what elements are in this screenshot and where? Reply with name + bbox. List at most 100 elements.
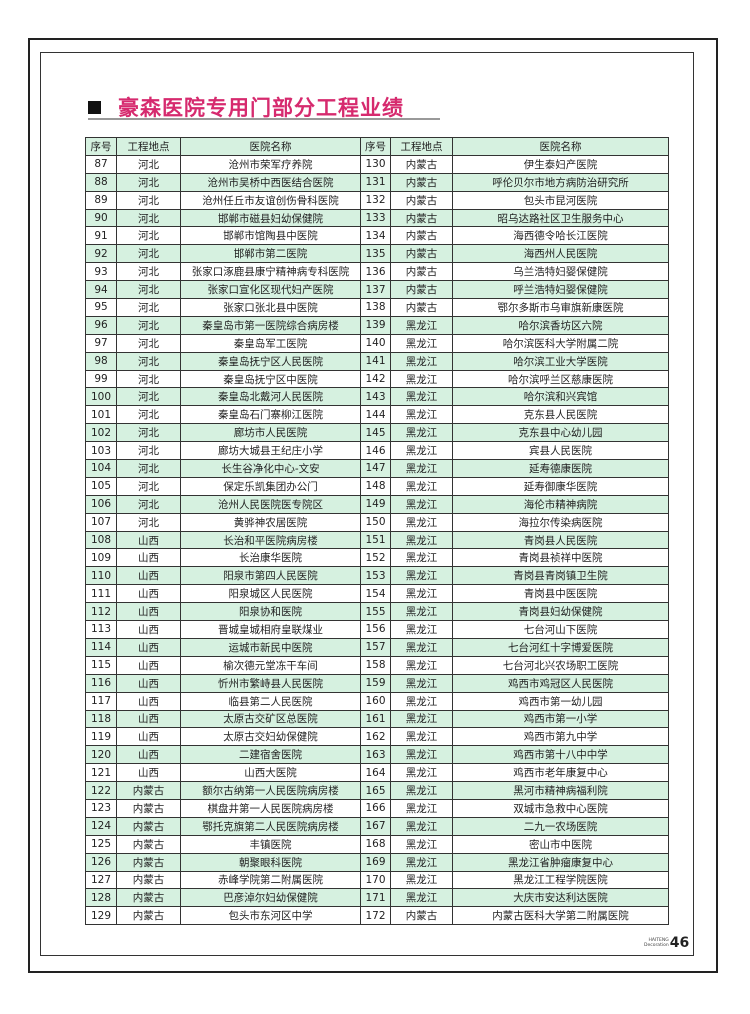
cell-index: 147 — [360, 459, 391, 478]
table-row: 127 内蒙古 赤峰学院第二附属医院 170 黑龙江 黑龙江工程学院医院 — [85, 870, 669, 890]
page-outer-frame — [28, 38, 718, 973]
cell-index: 125 — [85, 834, 117, 854]
cell-index: 172 — [360, 906, 391, 926]
cell-hospital: 廊坊市人民医院 — [180, 423, 361, 443]
cell-hospital: 晋城皇城相府皇联煤业 — [180, 620, 361, 639]
cell-index: 169 — [360, 852, 391, 872]
table-row: 103 河北 廊坊大城县王纪庄小学 146 黑龙江 宾县人民医院 — [85, 441, 669, 461]
table-row: 110 山西 阳泉市第四人民医院 153 黑龙江 青岗县青岗镇卫生院 — [85, 566, 669, 586]
cell-hospital: 朝聚眼科医院 — [180, 852, 361, 872]
cell-hospital: 延寿御康华医院 — [452, 476, 669, 496]
section-heading: 豪森医院专用门部分工程业绩 — [88, 93, 440, 120]
cell-index: 167 — [360, 816, 391, 836]
cell-hospital: 内蒙古医科大学第二附属医院 — [452, 906, 669, 926]
cell-hospital: 大庆市安达利达医院 — [452, 888, 669, 908]
cell-location: 山西 — [116, 745, 181, 765]
cell-hospital: 长治康华医院 — [180, 548, 361, 568]
cell-location: 黑龙江 — [390, 548, 453, 568]
cell-index: 103 — [85, 441, 117, 461]
cell-index: 94 — [85, 280, 117, 300]
cell-location: 河北 — [116, 262, 181, 282]
cell-location: 河北 — [116, 441, 181, 461]
cell-index: 136 — [360, 262, 391, 282]
cell-index: 117 — [85, 691, 117, 711]
page-footer: HAITENG Decoration 46 — [644, 935, 689, 951]
cell-index: 148 — [360, 476, 391, 496]
cell-index: 123 — [85, 798, 117, 818]
table-row: 98 河北 秦皇岛抚宁区人民医院 141 黑龙江 哈尔滨工业大学医院 — [85, 351, 669, 371]
cell-location: 黑龙江 — [390, 745, 453, 765]
cell-location: 黑龙江 — [390, 620, 453, 639]
header-location: 工程地点 — [116, 137, 181, 156]
cell-index: 150 — [360, 512, 391, 532]
cell-location: 河北 — [116, 280, 181, 300]
cell-location: 内蒙古 — [116, 888, 181, 908]
table-row: 90 河北 邯郸市磁县妇幼保健院 133 内蒙古 昭乌达路社区卫生服务中心 — [85, 208, 669, 228]
cell-index: 124 — [85, 816, 117, 836]
cell-location: 黑龙江 — [390, 602, 453, 622]
table-row: 95 河北 张家口张北县中医院 138 内蒙古 鄂尔多斯市乌审旗新康医院 — [85, 298, 669, 317]
cell-index: 90 — [85, 208, 117, 228]
cell-location: 河北 — [116, 315, 181, 335]
cell-location: 黑龙江 — [390, 584, 453, 604]
cell-hospital: 秦皇岛市第一医院综合病房楼 — [180, 315, 361, 335]
cell-hospital: 青岗县青岗镇卫生院 — [452, 566, 669, 586]
brand-logo: HAITENG Decoration — [644, 938, 669, 948]
brand-line: HAITENG — [648, 938, 669, 943]
cell-index: 107 — [85, 512, 117, 532]
cell-index: 126 — [85, 852, 117, 872]
cell-location: 内蒙古 — [116, 852, 181, 872]
cell-location: 黑龙江 — [390, 333, 453, 353]
page-inner-frame — [40, 52, 694, 956]
table-row: 92 河北 邯郸市第二医院 135 内蒙古 海西州人民医院 — [85, 244, 669, 264]
cell-location: 内蒙古 — [390, 906, 453, 926]
cell-hospital: 青岗县人民医院 — [452, 530, 669, 550]
cell-location: 黑龙江 — [390, 494, 453, 514]
cell-index: 99 — [85, 369, 117, 389]
table-row: 124 内蒙古 鄂托克旗第二人民医院病房楼 167 黑龙江 二九一农场医院 — [85, 816, 669, 836]
cell-location: 黑龙江 — [390, 441, 453, 461]
cell-hospital: 沧州市荣军疗养院 — [180, 154, 361, 174]
cell-hospital: 秦皇岛抚宁区中医院 — [180, 369, 361, 389]
cell-index: 135 — [360, 244, 391, 264]
cell-hospital: 包头市昆河医院 — [452, 190, 669, 210]
table-row: 87 河北 沧州市荣军疗养院 130 内蒙古 伊生泰妇产医院 — [85, 154, 669, 174]
cell-hospital: 鸡西市老年康复中心 — [452, 763, 669, 783]
cell-index: 168 — [360, 834, 391, 854]
cell-index: 106 — [85, 494, 117, 514]
header-index: 序号 — [360, 137, 391, 156]
cell-location: 黑龙江 — [390, 637, 453, 657]
cell-index: 95 — [85, 298, 117, 317]
table-row: 104 河北 长生谷净化中心-文安 147 黑龙江 延寿德康医院 — [85, 459, 669, 478]
cell-hospital: 保定乐凯集团办公门 — [180, 476, 361, 496]
table-row: 99 河北 秦皇岛抚宁区中医院 142 黑龙江 哈尔滨呼兰区慈康医院 — [85, 369, 669, 389]
cell-hospital: 黄骅神农居医院 — [180, 512, 361, 532]
table-row: 112 山西 阳泉协和医院 155 黑龙江 青岗县妇幼保健院 — [85, 602, 669, 622]
table-row: 102 河北 廊坊市人民医院 145 黑龙江 克东县中心幼儿园 — [85, 423, 669, 443]
cell-location: 黑龙江 — [390, 691, 453, 711]
cell-hospital: 阳泉城区人民医院 — [180, 584, 361, 604]
cell-index: 157 — [360, 637, 391, 657]
cell-index: 141 — [360, 351, 391, 371]
cell-location: 黑龙江 — [390, 387, 453, 407]
table-row: 116 山西 忻州市繁峙县人民医院 159 黑龙江 鸡西市鸡冠区人民医院 — [85, 673, 669, 693]
cell-index: 160 — [360, 691, 391, 711]
cell-index: 166 — [360, 798, 391, 818]
cell-hospital: 廊坊大城县王纪庄小学 — [180, 441, 361, 461]
cell-hospital: 宾县人民医院 — [452, 441, 669, 461]
brand-line: Decoration — [644, 943, 669, 948]
cell-index: 114 — [85, 637, 117, 657]
table-row: 114 山西 运城市新民中医院 157 黑龙江 七台河红十字博爱医院 — [85, 637, 669, 657]
cell-hospital: 山西大医院 — [180, 763, 361, 783]
cell-hospital: 哈尔滨香坊区六院 — [452, 315, 669, 335]
cell-location: 黑龙江 — [390, 655, 453, 675]
cell-location: 内蒙古 — [390, 280, 453, 300]
cell-hospital: 秦皇岛军工医院 — [180, 333, 361, 353]
cell-hospital: 榆次德元堂冻干车间 — [180, 655, 361, 675]
cell-location: 黑龙江 — [390, 459, 453, 478]
table-row: 115 山西 榆次德元堂冻干车间 158 黑龙江 七台河北兴农场职工医院 — [85, 655, 669, 675]
table-row: 128 内蒙古 巴彦淖尔妇幼保健院 171 黑龙江 大庆市安达利达医院 — [85, 888, 669, 908]
cell-hospital: 伊生泰妇产医院 — [452, 154, 669, 174]
cell-location: 内蒙古 — [390, 208, 453, 228]
cell-location: 内蒙古 — [116, 870, 181, 890]
